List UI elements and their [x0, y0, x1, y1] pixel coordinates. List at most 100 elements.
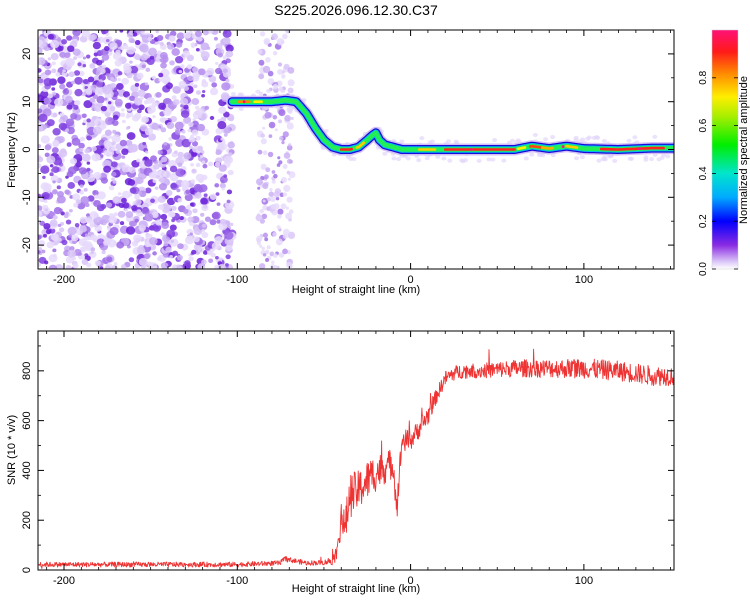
noise-speckle: [111, 177, 115, 181]
ridge-halo: [419, 136, 425, 141]
noise-speckle: [77, 179, 85, 187]
noise-speckle: [267, 70, 274, 77]
noise-speckle: [67, 226, 77, 236]
noise-speckle: [158, 78, 163, 82]
noise-speckle: [65, 219, 72, 225]
noise-speckle: [200, 197, 208, 205]
noise-speckle: [166, 121, 175, 129]
noise-speckle: [89, 97, 96, 103]
snr-ylabel: SNR (10 * v/v): [6, 415, 18, 485]
noise-speckle: [226, 189, 233, 195]
noise-speckle: [216, 202, 221, 206]
noise-speckle: [114, 59, 122, 67]
noise-speckle: [268, 191, 274, 197]
noise-speckle: [112, 129, 117, 134]
noise-speckle: [209, 87, 219, 96]
noise-speckle: [79, 190, 85, 195]
noise-speckle: [72, 30, 81, 37]
noise-speckle: [99, 154, 104, 158]
noise-speckle: [121, 197, 127, 204]
noise-speckle: [69, 246, 75, 251]
spectrogram-xtick-label: -200: [53, 274, 75, 286]
noise-speckle: [228, 152, 233, 157]
noise-speckle: [111, 161, 118, 168]
noise-speckle: [198, 68, 206, 76]
noise-speckle: [81, 259, 89, 265]
noise-speckle: [160, 127, 167, 133]
noise-speckle: [192, 118, 196, 122]
noise-speckle: [101, 64, 107, 69]
noise-speckle: [77, 62, 82, 67]
noise-speckle: [138, 244, 144, 250]
noise-speckle: [107, 239, 117, 248]
snr-xtick-label: 0: [408, 575, 414, 587]
noise-speckle: [104, 129, 112, 136]
noise-speckle: [66, 35, 73, 41]
ridge-halo: [476, 158, 482, 163]
noise-speckle: [152, 179, 157, 183]
noise-speckle: [260, 133, 265, 138]
ridge-halo: [532, 132, 538, 137]
noise-speckle: [193, 183, 203, 192]
noise-speckle: [84, 233, 89, 237]
noise-speckle: [94, 224, 102, 232]
snr-xtick-label: 100: [575, 575, 593, 587]
noise-speckle: [72, 263, 79, 269]
noise-speckle: [285, 206, 289, 210]
noise-speckle: [134, 54, 142, 61]
noise-speckle: [264, 174, 269, 180]
noise-speckle: [281, 74, 286, 79]
ridge-halo: [492, 137, 498, 142]
noise-speckle: [204, 105, 210, 110]
noise-speckle: [92, 126, 102, 135]
noise-speckle: [158, 177, 166, 183]
noise-speckle: [79, 184, 84, 188]
noise-speckle: [81, 247, 85, 251]
noise-speckle: [72, 48, 81, 56]
noise-speckle: [145, 67, 151, 72]
noise-speckle: [171, 95, 177, 100]
noise-speckle: [79, 225, 88, 233]
noise-speckle: [282, 33, 288, 40]
noise-speckle: [197, 36, 203, 42]
noise-speckle: [133, 97, 143, 106]
noise-speckle: [179, 216, 184, 221]
noise-speckle: [150, 155, 158, 162]
noise-speckle: [157, 256, 162, 261]
noise-speckle: [218, 222, 228, 231]
noise-speckle: [175, 56, 184, 64]
noise-speckle: [137, 191, 142, 195]
ridge-peak: [637, 147, 641, 151]
ridge-halo: [626, 138, 632, 143]
noise-speckle: [224, 263, 229, 267]
ridge-halo: [643, 157, 649, 162]
noise-speckle: [125, 211, 134, 218]
noise-speckle: [89, 173, 94, 179]
noise-speckle: [134, 218, 139, 223]
noise-speckle: [144, 213, 154, 222]
noise-speckle: [114, 98, 123, 107]
noise-speckle: [221, 82, 231, 91]
noise-speckle: [125, 226, 136, 235]
noise-speckle: [51, 61, 56, 66]
noise-speckle: [267, 151, 274, 158]
noise-speckle: [169, 238, 179, 247]
noise-speckle: [120, 112, 126, 118]
noise-speckle: [121, 119, 126, 124]
snr-ytick-label: 200: [21, 511, 33, 529]
ridge-halo: [447, 158, 453, 163]
noise-speckle: [264, 237, 269, 242]
noise-speckle: [121, 190, 131, 199]
noise-speckle: [271, 170, 276, 174]
noise-speckle: [42, 124, 48, 130]
noise-speckle: [229, 222, 234, 227]
noise-speckle: [93, 200, 101, 208]
noise-speckle: [79, 136, 85, 142]
noise-speckle: [56, 190, 64, 198]
noise-speckle: [189, 30, 193, 34]
noise-speckle: [140, 96, 144, 100]
noise-speckle: [113, 241, 117, 245]
noise-speckle: [284, 114, 291, 122]
colorbar-tick-label: 0.4: [698, 166, 709, 180]
noise-speckle: [44, 260, 49, 265]
